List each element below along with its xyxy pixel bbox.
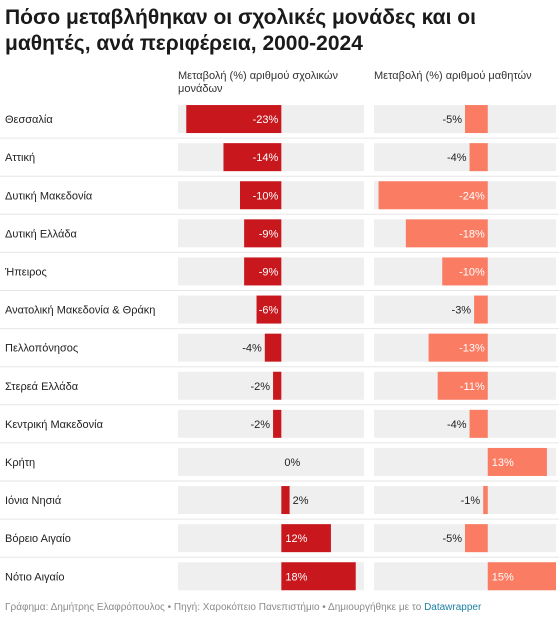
bar bbox=[487, 447, 547, 476]
bar bbox=[244, 257, 282, 286]
bar bbox=[437, 371, 488, 400]
data-label: -23% bbox=[253, 114, 279, 126]
bar bbox=[281, 486, 290, 515]
column-header-schools: Μεταβολή (%) αριθμού σχολικών μονάδων bbox=[178, 70, 338, 95]
bar bbox=[465, 105, 488, 134]
bar-background bbox=[178, 409, 364, 438]
bar-background bbox=[178, 486, 364, 515]
bar bbox=[405, 219, 488, 248]
bar-background bbox=[374, 295, 556, 324]
category-label: Δυτική Μακεδονία bbox=[5, 190, 93, 202]
data-label: -9% bbox=[259, 228, 279, 240]
data-label: -10% bbox=[253, 190, 279, 202]
data-label: -5% bbox=[442, 114, 462, 126]
bar bbox=[378, 181, 488, 210]
bar bbox=[240, 181, 282, 210]
bar bbox=[469, 409, 488, 438]
data-label: 12% bbox=[285, 533, 307, 545]
data-label: -3% bbox=[452, 305, 472, 317]
category-label: Ιόνια Νησιά bbox=[5, 495, 62, 507]
data-label: -6% bbox=[259, 305, 279, 317]
bar bbox=[273, 409, 282, 438]
bar bbox=[264, 333, 282, 362]
category-label: Νότιο Αιγαίο bbox=[5, 571, 64, 583]
bar bbox=[186, 105, 282, 134]
data-label: -13% bbox=[459, 343, 485, 355]
data-label: -10% bbox=[459, 266, 485, 278]
data-label: 15% bbox=[492, 571, 514, 583]
data-label: -5% bbox=[442, 533, 462, 545]
bar-background bbox=[178, 447, 364, 476]
data-label: -4% bbox=[447, 419, 467, 431]
data-label: -9% bbox=[259, 266, 279, 278]
bar bbox=[487, 562, 556, 591]
bar bbox=[281, 562, 356, 591]
column-header-students: Μεταβολή (%) αριθμού μαθητών bbox=[374, 70, 532, 82]
category-label: Κεντρική Μακεδονία bbox=[5, 419, 104, 431]
data-label: -14% bbox=[253, 152, 279, 164]
data-label: -11% bbox=[460, 381, 485, 393]
bar-background bbox=[374, 143, 556, 172]
category-label: Δυτική Ελλάδα bbox=[5, 228, 77, 240]
bar-background bbox=[374, 486, 556, 515]
bar bbox=[442, 257, 488, 286]
bar bbox=[428, 333, 488, 362]
data-label: -2% bbox=[251, 419, 271, 431]
data-label: -1% bbox=[461, 495, 481, 507]
category-label: Κρήτη bbox=[5, 457, 35, 469]
bar-chart: Θεσσαλία -23% -5% Αττική -14% -4% Δυτική Μακεδ… bbox=[0, 105, 559, 591]
category-label: Στερεά Ελλάδα bbox=[5, 381, 79, 393]
data-label: -24% bbox=[459, 190, 485, 202]
data-label: -4% bbox=[447, 152, 467, 164]
bar bbox=[469, 143, 488, 172]
bar bbox=[244, 219, 282, 248]
bar bbox=[273, 371, 282, 400]
bar bbox=[281, 524, 331, 553]
category-label: Ήπειρος bbox=[4, 266, 47, 278]
bar bbox=[223, 143, 282, 172]
bar-background bbox=[374, 409, 556, 438]
data-label: 2% bbox=[293, 495, 309, 507]
chart-title: Πόσο μεταβλήθηκαν οι σχολικές μονάδες κα… bbox=[5, 6, 476, 55]
data-label: 13% bbox=[492, 457, 514, 469]
category-label: Ανατολική Μακεδονία & Θράκη bbox=[5, 305, 155, 317]
data-label: -18% bbox=[459, 228, 485, 240]
bar bbox=[474, 295, 488, 324]
bar bbox=[465, 524, 488, 553]
footer: Γράφημα: Δημήτρης Ελαφρόπουλος • Πηγή: Χ… bbox=[5, 602, 481, 613]
category-label: Αττική bbox=[5, 152, 35, 164]
category-label: Πελλοπόνησος bbox=[5, 343, 78, 355]
bar bbox=[483, 486, 488, 515]
category-label: Θεσσαλία bbox=[5, 114, 53, 126]
data-label: -2% bbox=[251, 381, 271, 393]
bar-background bbox=[178, 371, 364, 400]
category-label: Βόρειο Αιγαίο bbox=[5, 533, 71, 545]
datawrapper-link[interactable]: Datawrapper bbox=[424, 602, 482, 613]
footer-credit: Γράφημα: Δημήτρης Ελαφρόπουλος • Πηγή: Χ… bbox=[5, 602, 425, 613]
bar bbox=[256, 295, 282, 324]
bar-background bbox=[178, 524, 364, 553]
data-label: 18% bbox=[285, 571, 307, 583]
data-label: -4% bbox=[242, 343, 262, 355]
data-label: 0% bbox=[284, 457, 300, 469]
